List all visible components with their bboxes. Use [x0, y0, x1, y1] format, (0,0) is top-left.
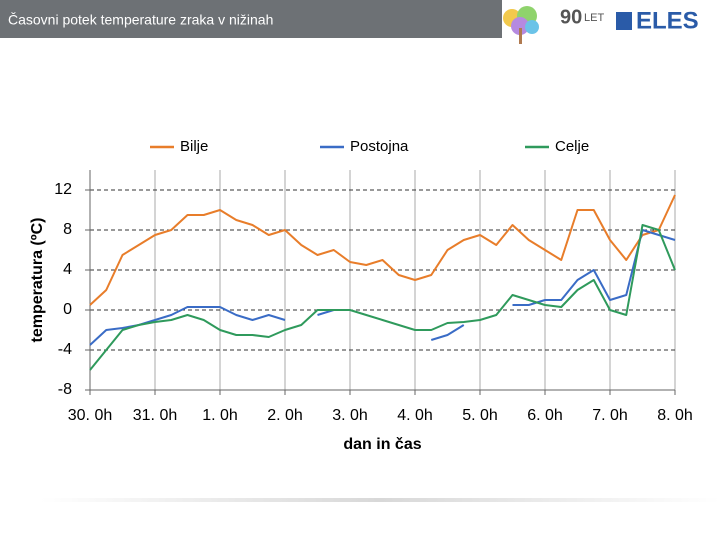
y-tick-label: 8: [63, 221, 72, 238]
x-tick-label: 31. 0h: [133, 407, 177, 424]
x-tick-label: 1. 0h: [202, 407, 238, 424]
y-tick-label: 12: [54, 181, 72, 198]
x-tick-label: 4. 0h: [397, 407, 433, 424]
series-line: [89, 194, 676, 306]
x-tick-label: 7. 0h: [592, 407, 628, 424]
x-tick-label: 3. 0h: [332, 407, 368, 424]
legend-label: Celje: [555, 138, 589, 155]
header-bar: [0, 0, 502, 38]
y-tick-label: -8: [58, 381, 72, 398]
y-axis-label: temperatura (ºC): [29, 218, 46, 343]
x-tick-label: 30. 0h: [68, 407, 112, 424]
logo-eles: ELES: [636, 7, 699, 34]
logo-let: LET: [584, 12, 604, 24]
header-title: Časovni potek temperature zraka v nižina…: [8, 12, 273, 28]
tree-logo: [503, 6, 539, 44]
eles-icon: [616, 12, 632, 30]
legend-label: Postojna: [350, 138, 409, 155]
y-tick-label: 4: [63, 261, 72, 278]
legend-label: Bilje: [180, 138, 208, 155]
x-tick-label: 2. 0h: [267, 407, 303, 424]
y-tick-label: 0: [63, 301, 72, 318]
plot-area: [90, 170, 675, 390]
y-tick-label: -4: [58, 341, 72, 358]
x-tick-label: 8. 0h: [657, 407, 693, 424]
footer-line: [40, 498, 720, 502]
x-axis-label: dan in čas: [343, 436, 421, 453]
x-tick-label: 5. 0h: [462, 407, 498, 424]
logo-90: 90: [560, 6, 582, 28]
series-line: [89, 224, 676, 371]
x-tick-label: 6. 0h: [527, 407, 563, 424]
